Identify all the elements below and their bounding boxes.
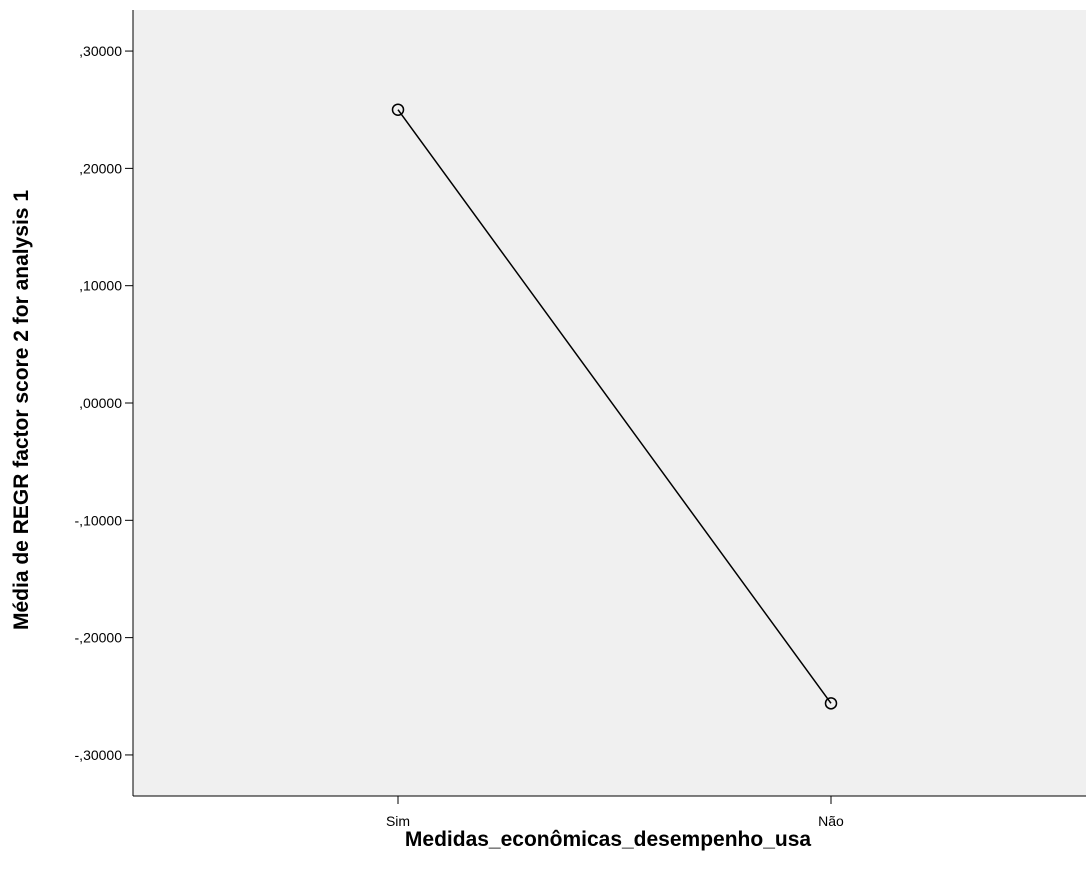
x-tick-label: Sim — [386, 813, 410, 829]
y-tick-label: ,10000 — [79, 278, 122, 294]
y-tick-label: -,20000 — [75, 630, 123, 646]
y-tick-label: -,10000 — [75, 512, 123, 528]
x-ticks: Sim Não — [386, 796, 844, 829]
y-tick-label: ,00000 — [79, 395, 122, 411]
x-axis-title: Medidas_econômicas_desempenho_usa — [405, 828, 811, 851]
plot-area — [133, 10, 1086, 796]
y-axis-title: Média de REGR factor score 2 for analysi… — [10, 190, 33, 630]
y-tick-label: -,30000 — [75, 747, 123, 763]
x-tick-label: Não — [818, 813, 844, 829]
series-layer — [391, 103, 838, 710]
y-ticks: ,30000 ,20000 ,10000 ,00000 -,10000 -,20000 -,… — [75, 43, 133, 763]
y-tick-label: ,30000 — [79, 43, 122, 59]
y-tick-label: ,20000 — [79, 160, 122, 176]
data-point-marker — [824, 697, 838, 710]
series-line — [397, 109, 832, 704]
data-point-marker — [391, 103, 405, 116]
